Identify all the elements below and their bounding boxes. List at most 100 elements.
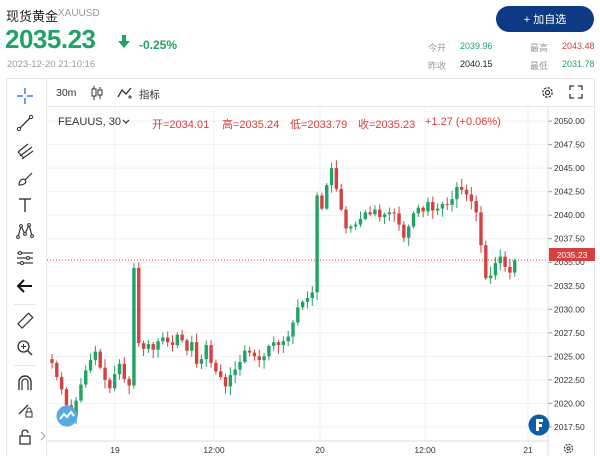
- prev-close-value: 2040.15: [460, 59, 493, 69]
- legend-symbol[interactable]: FEAUUS, 30: [58, 116, 121, 128]
- text-tool-icon[interactable]: [16, 196, 34, 214]
- ruler-icon[interactable]: [16, 312, 34, 330]
- candle-body: [286, 336, 290, 342]
- y-tick-label: 2035.00: [554, 257, 585, 267]
- x-tick-label: 19: [110, 445, 120, 455]
- tradingview-logo-icon[interactable]: [56, 405, 78, 427]
- candle-body: [310, 292, 314, 298]
- candle-body: [209, 345, 213, 363]
- crosshair-icon[interactable]: [16, 87, 34, 105]
- candle-body: [320, 195, 324, 209]
- candle-body: [493, 263, 498, 276]
- toolbar-separator: [14, 365, 36, 366]
- candle-body: [349, 226, 353, 229]
- candle-body: [247, 350, 252, 353]
- legend-high: 高=2035.24: [222, 119, 280, 131]
- candle-body: [296, 307, 300, 323]
- y-tick-label: 2040.00: [554, 210, 585, 220]
- chevron-down-icon[interactable]: [122, 119, 130, 125]
- candle-body: [170, 342, 175, 346]
- candle-body: [402, 224, 406, 238]
- candle-body: [84, 370, 88, 385]
- candle-body: [252, 352, 257, 357]
- open-label: 今开: [428, 43, 447, 53]
- candle-body: [257, 356, 261, 361]
- forecast-icon[interactable]: [16, 249, 34, 267]
- candle-body: [426, 202, 430, 212]
- add-watchlist-button[interactable]: + 加自选: [496, 6, 594, 32]
- legend-change: +1.27 (+0.06%): [425, 116, 501, 128]
- candle-body: [416, 207, 421, 214]
- candle-body: [141, 343, 146, 349]
- toolbar-separator: [14, 304, 36, 305]
- candle-body: [469, 194, 474, 202]
- candle-body: [127, 378, 131, 386]
- y-tick-label: 2022.50: [554, 375, 585, 385]
- candle-body: [112, 374, 117, 389]
- candle-body: [421, 207, 425, 212]
- x-tick-label: 21: [523, 445, 533, 455]
- unlock-icon[interactable]: [16, 428, 34, 446]
- candle-body: [64, 389, 69, 406]
- candle-body: [238, 361, 242, 370]
- candle-body: [315, 195, 319, 293]
- x-tick-label: 12:00: [203, 445, 225, 455]
- y-tick-label: 2050.00: [554, 116, 585, 126]
- candle-body: [93, 351, 98, 361]
- candle-body: [455, 186, 459, 200]
- candle-body: [272, 342, 276, 346]
- candle-body: [368, 212, 372, 215]
- candle-body: [122, 363, 126, 379]
- x-tick-label: 20: [315, 445, 325, 455]
- candle-body: [180, 334, 184, 341]
- candle-body: [382, 214, 387, 218]
- lock-drawing-icon[interactable]: [16, 401, 34, 419]
- drawing-toolbar: [6, 78, 47, 456]
- open-value: 2039.96: [460, 41, 493, 51]
- brush-icon[interactable]: [16, 170, 34, 188]
- magnet-icon[interactable]: [16, 374, 34, 392]
- candle-body: [435, 208, 440, 211]
- indicators-icon[interactable]: [117, 86, 135, 100]
- down-arrow-icon: [118, 35, 130, 48]
- candle-body: [137, 267, 141, 344]
- expand-toolbar-icon[interactable]: [40, 431, 46, 441]
- pattern-icon[interactable]: [16, 222, 34, 240]
- y-tick-label: 2030.00: [554, 304, 585, 314]
- candle-body: [508, 266, 512, 273]
- interval-button[interactable]: 30m: [56, 87, 77, 99]
- candle-body: [479, 212, 483, 246]
- candle-body: [513, 260, 517, 273]
- candle-body: [190, 342, 194, 351]
- indicators-button[interactable]: 指标: [139, 89, 160, 101]
- candle-body: [498, 256, 502, 264]
- axis-settings-gear-icon[interactable]: [562, 442, 575, 455]
- candle-body: [151, 344, 155, 350]
- candle-body: [344, 209, 348, 229]
- candle-body: [175, 334, 180, 346]
- candle-body: [108, 379, 112, 389]
- candle-body: [300, 301, 305, 308]
- fullscreen-icon[interactable]: [569, 85, 583, 99]
- brand-f-logo-icon[interactable]: [528, 414, 550, 436]
- last-price: 2035.23: [5, 24, 96, 54]
- trend-line-icon[interactable]: [16, 114, 34, 132]
- back-arrow-icon[interactable]: [16, 277, 34, 295]
- candle-body: [440, 203, 445, 209]
- settings-gear-icon[interactable]: [540, 85, 555, 100]
- change-percent: -0.25%: [139, 38, 178, 52]
- candle-type-icon[interactable]: [90, 85, 104, 101]
- candle-body: [397, 213, 401, 225]
- y-tick-label: 2020.00: [554, 398, 585, 408]
- zoom-in-icon[interactable]: [16, 339, 34, 357]
- candle-body: [329, 168, 334, 186]
- high-label: 最高: [530, 43, 549, 53]
- candle-body: [276, 342, 281, 346]
- candle-body: [233, 369, 237, 376]
- candle-body: [460, 186, 464, 190]
- pitchfork-icon[interactable]: [16, 142, 34, 160]
- y-tick-label: 2045.00: [554, 163, 585, 173]
- candle-body: [373, 209, 377, 215]
- candle-body: [199, 359, 204, 364]
